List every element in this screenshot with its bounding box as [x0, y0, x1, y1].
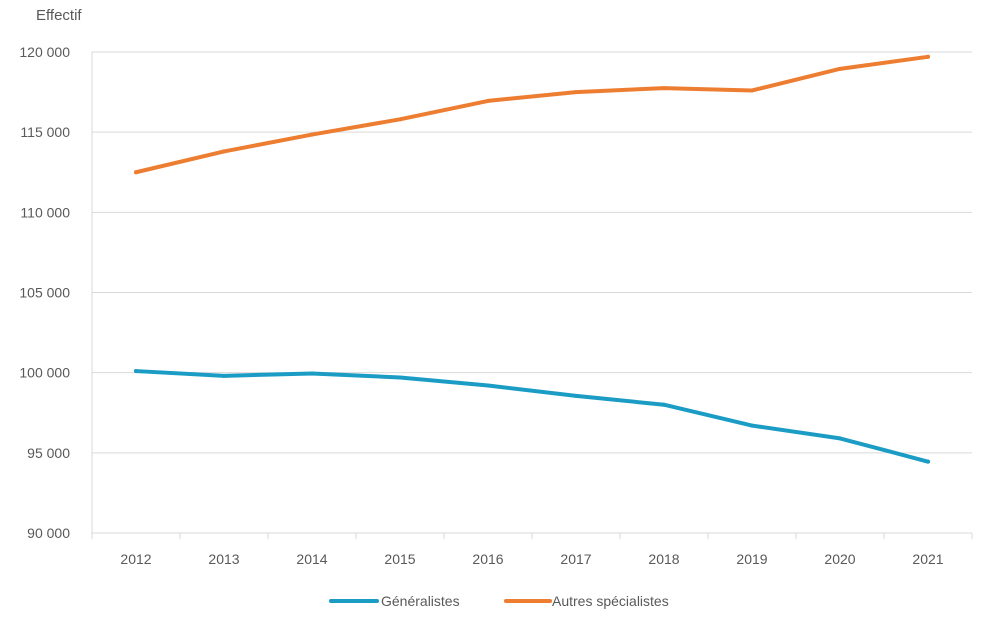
y-tick-label: 120 000 — [19, 44, 70, 60]
x-tick-label: 2015 — [384, 551, 415, 567]
data-point — [926, 459, 930, 464]
series-line-generalistes — [134, 369, 930, 464]
x-tick-label: 2013 — [208, 551, 239, 567]
x-tick-label: 2014 — [296, 551, 327, 567]
y-tick-label: 105 000 — [19, 285, 70, 301]
x-tick-label: 2021 — [912, 551, 943, 567]
y-axis-ticks: 90 000 95 000 100 000 105 000 110 000 115 000… — [19, 44, 70, 541]
x-tick-label: 2020 — [824, 551, 855, 567]
data-point — [838, 66, 842, 71]
data-point — [926, 54, 930, 59]
series-lines — [134, 54, 930, 464]
data-point — [134, 369, 138, 374]
x-axis-ticks: 2012 2013 2014 2015 2016 2017 2018 2019 2020 2021 — [91, 533, 973, 567]
legend-label: Généralistes — [381, 593, 460, 609]
data-point — [750, 423, 754, 428]
data-point — [310, 132, 314, 137]
data-point — [222, 149, 226, 154]
data-point — [398, 375, 402, 380]
data-point — [134, 170, 138, 175]
gridlines — [91, 51, 972, 534]
y-tick-label: 95 000 — [27, 445, 70, 461]
data-point — [486, 98, 490, 103]
y-tick-label: 90 000 — [27, 525, 70, 541]
data-point — [574, 90, 578, 95]
x-tick-label: 2012 — [120, 551, 151, 567]
data-point — [662, 402, 666, 407]
y-tick-label: 110 000 — [20, 204, 70, 220]
y-tick-label: 100 000 — [19, 365, 70, 381]
data-point — [310, 371, 314, 376]
data-point — [750, 88, 754, 93]
series-line-autres-specialistes — [134, 54, 930, 175]
y-axis-title: Effectif — [36, 7, 82, 24]
x-tick-label: 2017 — [560, 551, 591, 567]
data-point — [486, 383, 490, 388]
data-point — [838, 436, 842, 441]
data-point — [398, 117, 402, 122]
data-point — [662, 86, 666, 91]
y-tick-label: 115 000 — [20, 124, 70, 140]
legend: Généralistes Autres spécialistes — [329, 593, 669, 609]
data-point — [222, 373, 226, 378]
x-tick-label: 2018 — [648, 551, 679, 567]
x-tick-label: 2016 — [472, 551, 503, 567]
x-tick-label: 2019 — [736, 551, 767, 567]
legend-label: Autres spécialistes — [552, 593, 669, 609]
data-point — [574, 393, 578, 398]
